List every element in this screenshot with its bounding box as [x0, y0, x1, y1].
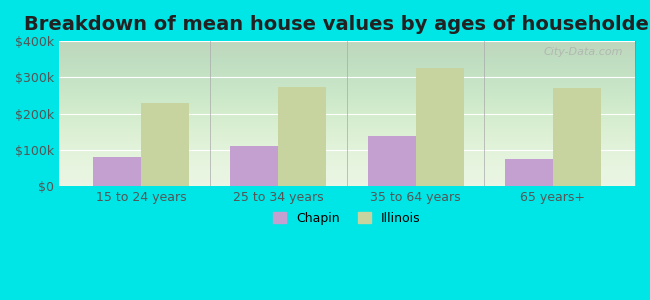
- Legend: Chapin, Illinois: Chapin, Illinois: [267, 206, 427, 231]
- Bar: [415, 68, 463, 186]
- Bar: [367, 136, 415, 186]
- Bar: [278, 86, 326, 186]
- Bar: [504, 159, 552, 186]
- Bar: [141, 103, 189, 186]
- Bar: [230, 146, 278, 186]
- Bar: [93, 157, 141, 186]
- Title: Breakdown of mean house values by ages of householders: Breakdown of mean house values by ages o…: [24, 15, 650, 34]
- Bar: [552, 88, 601, 186]
- Text: City-Data.com: City-Data.com: [544, 47, 623, 57]
